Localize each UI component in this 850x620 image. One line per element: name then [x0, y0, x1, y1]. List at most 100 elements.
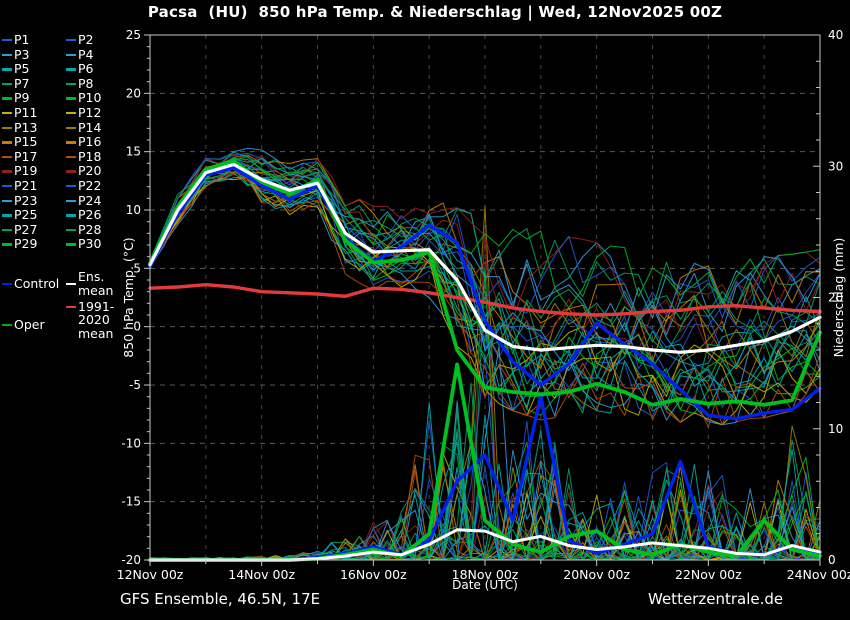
legend-swatch: [66, 155, 76, 159]
legend-label: P17: [14, 148, 38, 164]
svg-text:10: 10: [126, 203, 141, 217]
svg-text:20: 20: [126, 86, 141, 100]
legend-swatch: [2, 283, 12, 286]
legend-item: P24: [66, 192, 122, 209]
svg-text:-10: -10: [121, 436, 141, 450]
legend-label: P24: [78, 192, 102, 208]
legend-label: P6: [78, 61, 94, 77]
legend-swatch: [2, 39, 12, 42]
legend: P1 P3 P5 P7 P9 P11 P13 P15 P17 P19 P21 P23 P25 P27 P29…: [2, 32, 122, 341]
legend-label: P19: [14, 163, 38, 179]
footer-model-info: GFS Ensemble, 46.5N, 17E: [120, 590, 321, 608]
legend-label: P7: [14, 75, 30, 91]
legend-column-right: P2 P4 P6 P8 P10 P12 P14 P16 P18 P20 P22 P24 P26 P28 P3…: [66, 32, 122, 341]
svg-text:18Nov 00z: 18Nov 00z: [452, 567, 519, 582]
legend-swatch: [2, 214, 12, 217]
legend-swatch: [66, 126, 76, 130]
legend-item: P15: [2, 135, 58, 150]
legend-label: P27: [14, 221, 38, 237]
oper-temp-line: [148, 159, 822, 407]
legend-item: P4: [66, 47, 122, 63]
svg-text:22Nov 00z: 22Nov 00z: [675, 567, 742, 582]
legend-swatch: [2, 228, 12, 232]
legend-swatch: [2, 155, 12, 159]
legend-swatch: [66, 141, 76, 144]
legend-label: P25: [14, 207, 38, 223]
legend-item: P8: [66, 75, 122, 92]
legend-swatch: [2, 53, 12, 57]
svg-text:20Nov 00z: 20Nov 00z: [563, 567, 630, 582]
legend-label: Control: [14, 275, 60, 291]
svg-text:-20: -20: [121, 553, 141, 567]
legend-label: P26: [78, 207, 102, 223]
svg-text:0: 0: [828, 553, 836, 567]
legend-item: P19: [2, 164, 58, 179]
legend-swatch: [66, 53, 76, 57]
legend-item: P2: [66, 32, 122, 48]
legend-swatch: [66, 68, 76, 71]
svg-text:-15: -15: [121, 495, 141, 509]
footer-watermark: Wetterzentrale.de: [648, 590, 784, 608]
legend-item: P3: [2, 46, 58, 63]
legend-label: P30: [78, 236, 102, 252]
legend-swatch: [2, 170, 12, 173]
legend-item: P23: [2, 192, 58, 209]
svg-text:0: 0: [133, 320, 141, 334]
legend-item: Oper: [2, 316, 58, 333]
svg-text:12Nov 00z: 12Nov 00z: [117, 567, 184, 582]
svg-text:10: 10: [828, 422, 843, 436]
ens-mean-temp-line: [148, 162, 822, 354]
legend-swatch: [66, 199, 76, 203]
legend-item: P6: [66, 62, 122, 77]
legend-label: P5: [14, 61, 30, 77]
legend-item: P27: [2, 221, 58, 238]
legend-swatch: [2, 243, 12, 246]
legend-swatch: [66, 112, 76, 115]
svg-text:850 hPa Temp. (°C): 850 hPa Temp. (°C): [121, 237, 136, 357]
legend-item: P21: [2, 177, 58, 194]
svg-text:40: 40: [828, 28, 843, 42]
legend-label: P23: [14, 192, 38, 208]
legend-swatch: [66, 82, 76, 86]
legend-label: P11: [14, 104, 38, 120]
legend-item: P5: [2, 62, 58, 77]
legend-swatch: [2, 323, 12, 326]
legend-label: P29: [14, 236, 38, 252]
legend-swatch: [2, 82, 12, 86]
legend-label: P3: [14, 46, 30, 62]
legend-swatch: [66, 305, 76, 308]
svg-text:-5: -5: [129, 378, 141, 392]
legend-label: Ens. mean: [78, 268, 114, 299]
legend-label: 1991-2020 mean: [78, 298, 115, 341]
legend-item: P7: [2, 75, 58, 92]
legend-label: P10: [78, 90, 102, 106]
svg-text:25: 25: [126, 28, 141, 42]
svg-text:Niederschlag (mm): Niederschlag (mm): [831, 238, 846, 358]
legend-column-left: P1 P3 P5 P7 P9 P11 P13 P15 P17 P19 P21 P23 P25 P27 P29…: [2, 32, 60, 340]
svg-text:16Nov 00z: 16Nov 00z: [340, 567, 407, 582]
svg-text:Date (UTC): Date (UTC): [452, 578, 518, 592]
legend-label: P8: [78, 75, 94, 91]
svg-text:5: 5: [133, 261, 141, 275]
legend-label: P20: [78, 163, 102, 179]
legend-item: P14: [66, 120, 122, 136]
legend-item: P26: [66, 208, 122, 223]
svg-text:20: 20: [828, 291, 843, 305]
legend-swatch: [2, 112, 12, 115]
legend-swatch: [66, 97, 76, 100]
legend-label: P13: [14, 119, 38, 135]
legend-swatch: [2, 199, 12, 203]
axis-titles: 850 hPa Temp. (°C) Niederschlag (mm) Date …: [121, 237, 846, 592]
legend-swatch: [66, 243, 76, 246]
legend-item: 1991-2020 mean: [66, 298, 122, 341]
legend-swatch: [66, 283, 76, 286]
legend-item: P22: [66, 178, 122, 194]
legend-label: Oper: [14, 316, 45, 332]
legend-label: P9: [14, 90, 30, 106]
page-title: Pacsa (HU) 850 hPa Temp. & Niederschlag …: [147, 3, 723, 21]
legend-swatch: [66, 170, 76, 173]
legend-label: P21: [14, 177, 38, 193]
legend-item: P13: [2, 119, 58, 136]
legend-swatch: [66, 39, 76, 42]
